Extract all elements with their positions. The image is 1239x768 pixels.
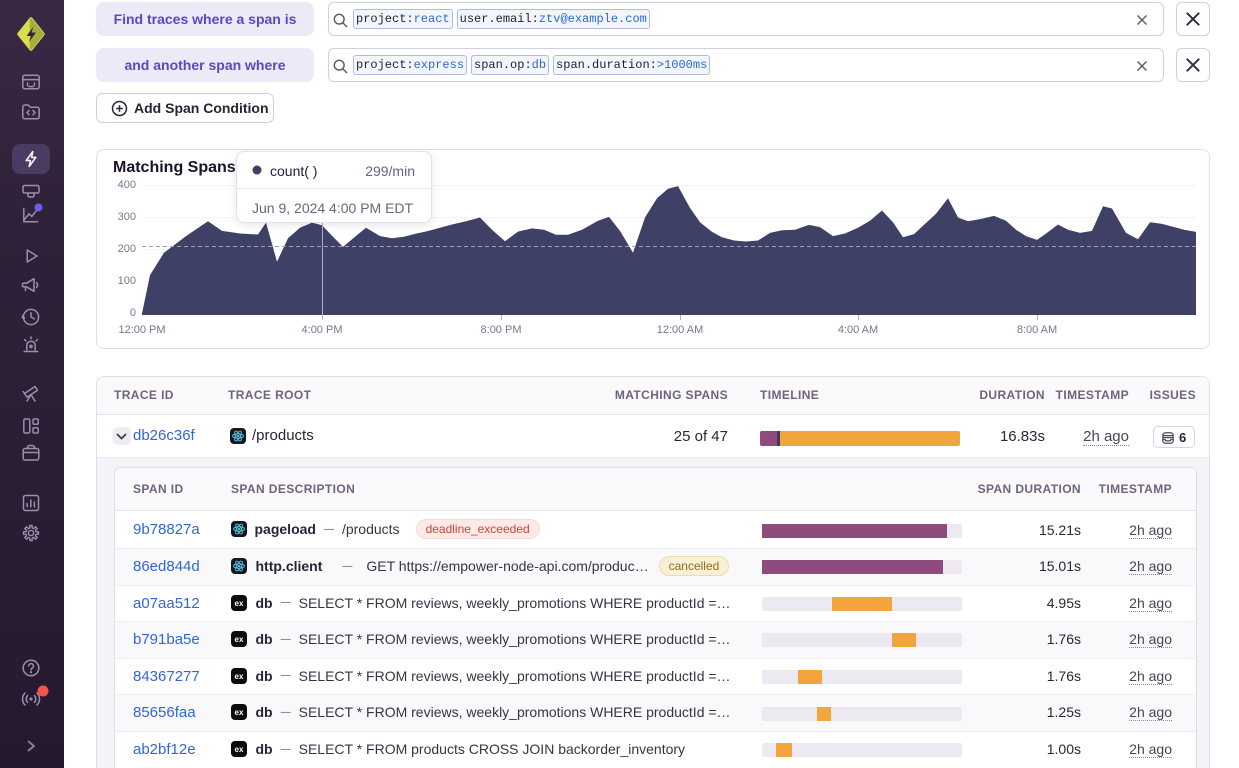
svg-text:ex: ex bbox=[234, 672, 243, 681]
svg-text:ex: ex bbox=[234, 745, 243, 754]
svg-text:ex: ex bbox=[234, 708, 243, 717]
svg-text:ex: ex bbox=[234, 635, 243, 644]
svg-text:ex: ex bbox=[234, 599, 243, 608]
